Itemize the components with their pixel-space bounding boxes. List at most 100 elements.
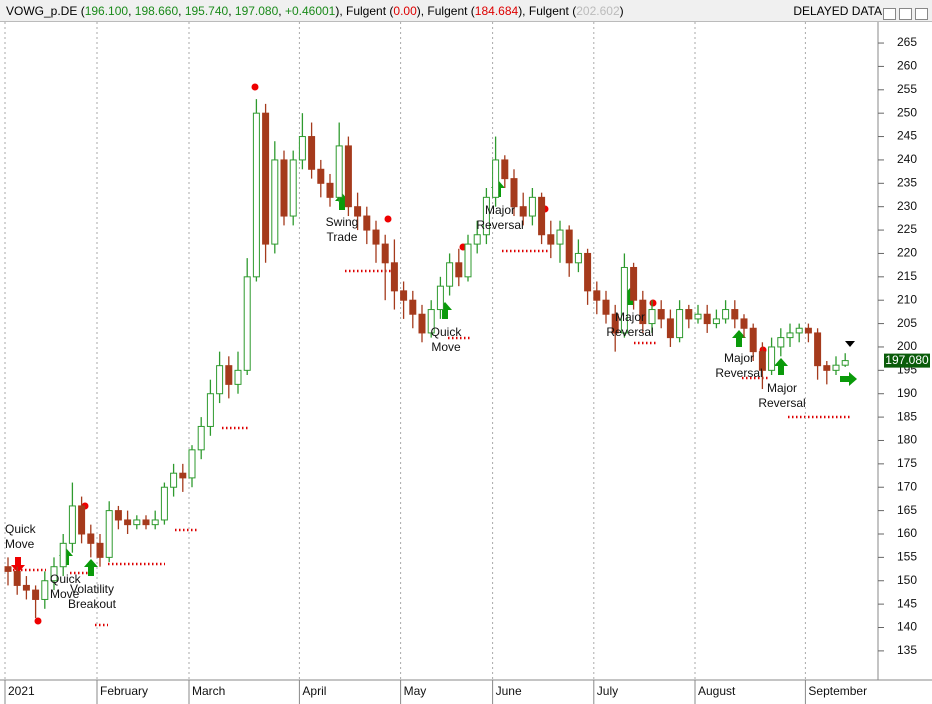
minimize-button[interactable] (883, 8, 896, 20)
candle-body (78, 505, 86, 535)
candle-body (446, 262, 454, 287)
y-tick-label: 225 (897, 222, 917, 236)
x-tick-label: September (808, 684, 867, 698)
candle-body (611, 313, 619, 334)
candle-body (354, 206, 362, 217)
symbol: VOWG_p.DE (6, 4, 78, 18)
candle-body (151, 519, 159, 526)
candle-body (777, 337, 785, 348)
candle-body (142, 519, 150, 526)
last-price-label: 197.080 (885, 353, 929, 367)
y-tick-label: 255 (897, 82, 917, 96)
ohlc-value: +0.46001 (284, 4, 336, 18)
candle-body (584, 252, 592, 292)
candle-body (574, 252, 582, 264)
candle-body (620, 266, 628, 334)
candle-body (593, 290, 601, 301)
candle-body (326, 182, 334, 198)
annotation: Swing (326, 215, 359, 229)
candle-body (694, 313, 702, 320)
candle-body (243, 276, 251, 371)
candle-body (648, 309, 656, 325)
x-tick-label: August (698, 684, 736, 698)
x-tick-label: May (404, 684, 427, 698)
down-arrow (11, 557, 25, 573)
candle-body (289, 159, 297, 217)
candle-body (114, 510, 122, 521)
candle-body (59, 542, 67, 568)
candle-body (804, 327, 812, 334)
candle-body (390, 262, 398, 292)
candle-body (676, 309, 684, 339)
study-value: 184.684 (474, 4, 519, 18)
y-tick-label: 260 (897, 59, 917, 73)
annotation: Major (767, 381, 797, 395)
y-tick-label: 230 (897, 199, 917, 213)
y-tick-label: 180 (897, 433, 917, 447)
x-tick-label: July (597, 684, 618, 698)
annotation: Quick (5, 522, 37, 536)
close-button[interactable] (915, 8, 928, 20)
candle-body (795, 327, 803, 334)
candle-body (712, 318, 720, 325)
y-tick-label: 150 (897, 573, 917, 587)
maximize-button[interactable] (899, 8, 912, 20)
y-tick-label: 265 (897, 35, 917, 49)
candle-body (639, 299, 647, 325)
study-value: 202.602 (576, 4, 620, 18)
up-arrow (774, 358, 788, 375)
status: DELAYED DATA (793, 4, 882, 18)
annotation: Reversal (758, 396, 805, 410)
candle-body (841, 360, 849, 366)
candle-body (492, 159, 500, 198)
candle-body (418, 313, 426, 334)
candle-body (225, 365, 233, 385)
candle-body (436, 285, 444, 311)
y-tick-label: 155 (897, 550, 917, 564)
candle-body (427, 309, 435, 334)
candle-body (455, 262, 463, 278)
candle-body (749, 327, 757, 353)
study-name: Fulgent (346, 4, 387, 18)
annotation: Breakout (68, 597, 117, 611)
candle-body (206, 393, 214, 427)
candle-body (501, 159, 509, 180)
x-tick-label: February (100, 684, 148, 698)
y-tick-label: 200 (897, 339, 917, 353)
y-tick-label: 170 (897, 479, 917, 493)
study-name: Fulgent (427, 4, 468, 18)
candle-body (133, 519, 141, 526)
marker (845, 341, 855, 347)
right-arrow (840, 372, 857, 386)
candle-body (400, 290, 408, 301)
candle-body (602, 299, 610, 315)
annotation: Move (5, 537, 35, 551)
annotation: Quick (431, 325, 463, 339)
x-tick-label: April (302, 684, 326, 698)
annotation: Major (615, 310, 645, 324)
window-buttons[interactable] (880, 5, 928, 27)
ohlc-value: 195.740 (184, 4, 229, 18)
x-tick-label: March (192, 684, 225, 698)
candle-body (519, 206, 527, 217)
candle-body (372, 229, 380, 245)
candle-body (666, 318, 674, 339)
y-tick-label: 185 (897, 409, 917, 423)
candle-body (124, 519, 132, 526)
annotation: Move (431, 340, 461, 354)
ohlc-value: 198.660 (134, 4, 179, 18)
candle-body (50, 566, 58, 582)
y-tick-label: 160 (897, 526, 917, 540)
candle-body (298, 136, 306, 161)
study-name: Fulgent (528, 4, 569, 18)
candle-body (234, 369, 242, 385)
candle-body (96, 542, 104, 558)
y-tick-label: 145 (897, 596, 917, 610)
candle-body (262, 112, 270, 245)
annotation: Reversal (476, 218, 523, 232)
candle-body (13, 570, 21, 586)
candle-body (823, 365, 831, 371)
candle-body (179, 472, 187, 479)
y-tick-label: 165 (897, 503, 917, 517)
